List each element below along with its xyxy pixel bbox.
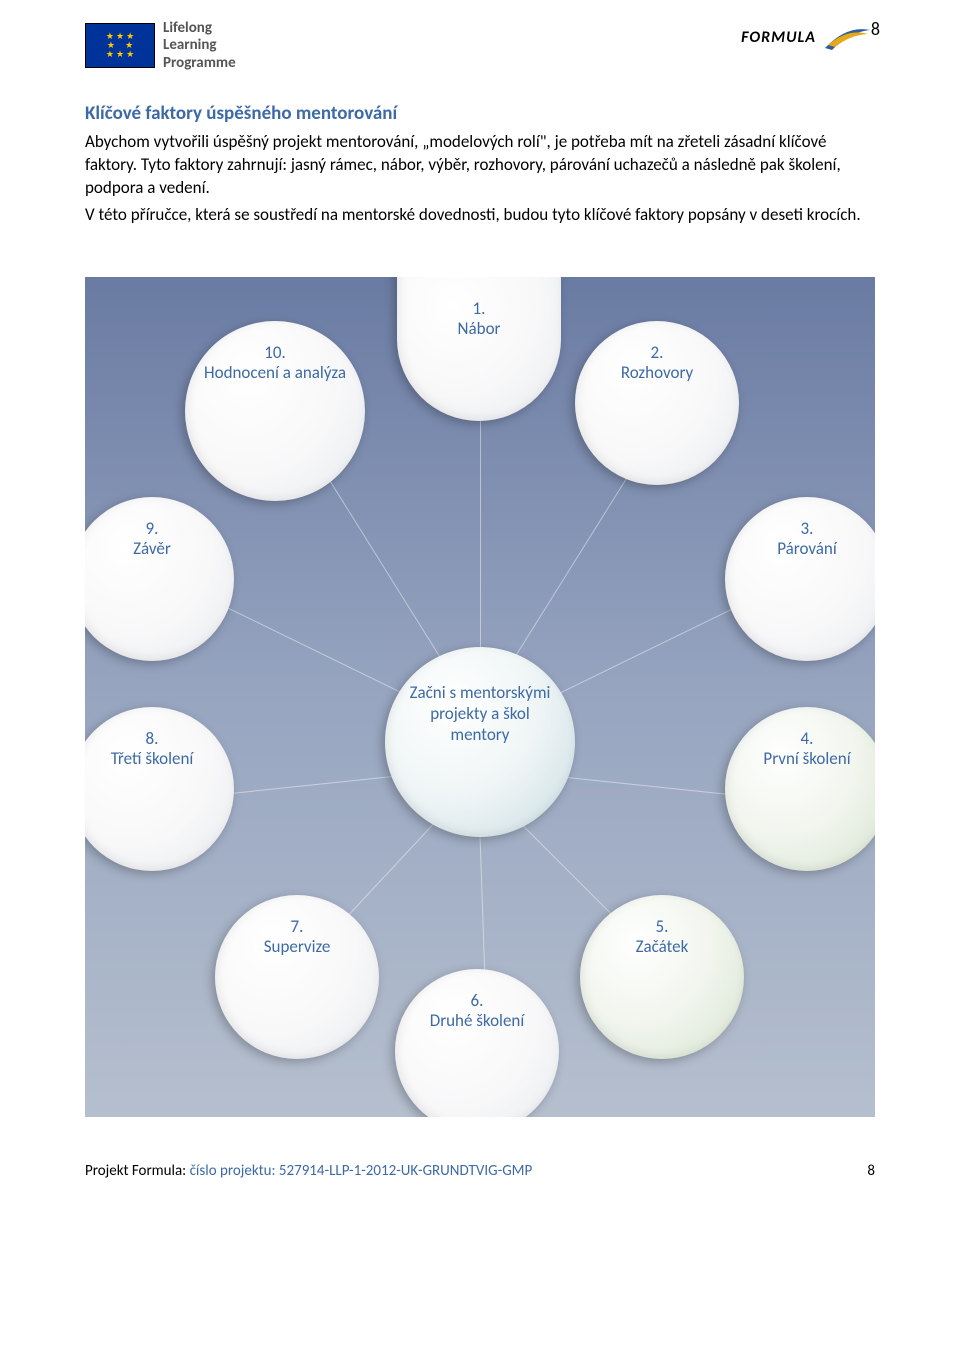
step-number: 5. — [656, 917, 669, 937]
step-bubble-6: 6.Druhé školení — [395, 969, 559, 1117]
footer-text: Projekt Formula: číslo projektu: 527914-… — [85, 1162, 532, 1180]
step-label: Třetí školení — [111, 749, 194, 769]
center-bubble-text: Začni s mentorskýmiprojekty a školmentor… — [410, 682, 551, 746]
header-right: 8 FORMULA — [741, 20, 875, 55]
llp-line3: Programme — [163, 55, 236, 72]
connector-line — [505, 476, 628, 672]
step-label: Rozhovory — [621, 363, 693, 383]
footer-project-label: Projekt Formula: — [85, 1162, 190, 1180]
step-number: 7. — [291, 917, 304, 937]
center-bubble: Začni s mentorskýmiprojekty a školmentor… — [385, 647, 575, 837]
eu-stars-icon: ★ ★ ★★ ★★ ★ ★ — [106, 32, 134, 59]
step-label: Závěr — [133, 539, 171, 559]
step-label: Druhé školení — [430, 1011, 525, 1031]
step-bubble-3: 3.Párování — [725, 497, 875, 661]
formula-brand: FORMULA — [741, 28, 816, 47]
step-number: 3. — [801, 519, 814, 539]
step-number: 4. — [801, 729, 814, 749]
connector-line — [328, 478, 451, 674]
step-label: Supervize — [264, 937, 331, 957]
step-bubble-1: 1.Nábor — [397, 277, 561, 421]
step-bubble-9: 9.Závěr — [85, 497, 234, 661]
llp-line1: Lifelong — [163, 20, 236, 37]
llp-text: Lifelong Learning Programme — [163, 20, 236, 72]
connector-line — [480, 397, 481, 657]
step-number: 8. — [146, 729, 159, 749]
footer-code-label: číslo projektu: — [190, 1162, 279, 1180]
swoosh-icon — [820, 20, 875, 55]
paragraph-1: Abychom vytvořili úspěšný projekt mentor… — [85, 131, 875, 200]
page-header: ★ ★ ★★ ★★ ★ ★ Lifelong Learning Programm… — [85, 20, 875, 72]
step-bubble-4: 4.První školení — [725, 707, 875, 871]
step-number: 6. — [471, 991, 484, 1011]
step-bubble-2: 2.Rozhovory — [575, 321, 739, 485]
eu-flag-icon: ★ ★ ★★ ★★ ★ ★ — [85, 23, 155, 68]
step-number: 9. — [146, 519, 159, 539]
llp-line2: Learning — [163, 37, 236, 54]
step-number: 1. — [473, 299, 486, 319]
step-number: 2. — [651, 343, 664, 363]
step-label: Párování — [777, 539, 837, 559]
page-number-top: 8 — [871, 18, 880, 40]
formula-logo: FORMULA — [741, 20, 875, 55]
step-bubble-5: 5.Začátek — [580, 895, 744, 1059]
step-label: Nábor — [458, 319, 501, 339]
page: ★ ★ ★★ ★★ ★ ★ Lifelong Learning Programm… — [0, 0, 960, 1210]
step-bubble-8: 8.Třetí školení — [85, 707, 234, 871]
page-footer: Projekt Formula: číslo projektu: 527914-… — [85, 1162, 875, 1180]
header-left: ★ ★ ★★ ★★ ★ ★ Lifelong Learning Programm… — [85, 20, 236, 72]
step-label: Hodnocení a analýza — [204, 363, 346, 383]
step-label: První školení — [763, 749, 850, 769]
page-number-bottom: 8 — [867, 1162, 875, 1180]
diagram-container: Začni s mentorskýmiprojekty a školmentor… — [85, 277, 875, 1117]
section-title: Klíčové faktory úspěšného mentorování — [85, 102, 875, 125]
step-label: Začátek — [636, 937, 689, 957]
step-number: 10. — [264, 343, 286, 363]
paragraph-2: V této příručce, která se soustředí na m… — [85, 204, 875, 227]
step-bubble-10: 10.Hodnocení a analýza — [185, 321, 365, 501]
footer-code: 527914-LLP-1-2012-UK-GRUNDTVIG-GMP — [279, 1162, 532, 1180]
step-bubble-7: 7.Supervize — [215, 895, 379, 1059]
